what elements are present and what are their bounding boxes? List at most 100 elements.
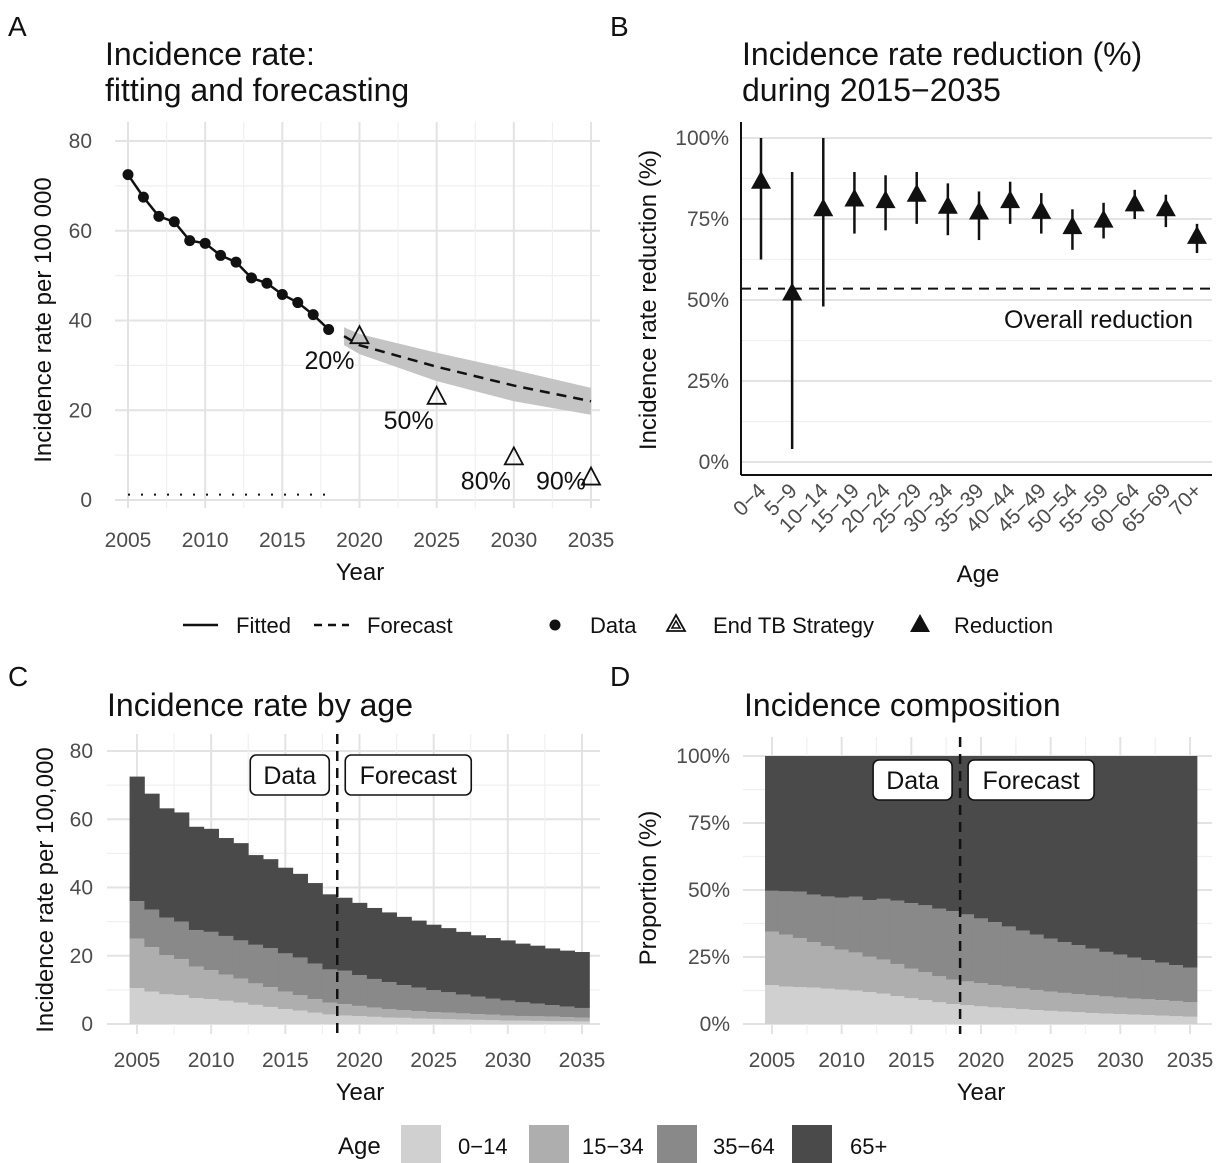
c-bar-segment	[470, 1019, 486, 1024]
legend-end-tb-triangle-icon	[665, 613, 687, 632]
panel-d-annotations: Data Forecast	[872, 759, 1095, 801]
panel-c-title: Incidence rate by age	[107, 687, 413, 723]
panel-a-x-tick-label: 2035	[568, 529, 615, 552]
panel-a-title-line-1: Incidence rate:	[105, 36, 315, 72]
c-bar-segment	[396, 916, 412, 986]
reduction-marker	[844, 188, 865, 207]
reduction-marker	[1187, 225, 1207, 244]
c-bar-segment	[574, 1021, 590, 1024]
d-y-tick-label: 0%	[700, 1013, 730, 1036]
d-bar-segment	[806, 756, 822, 895]
panel-b: B Incidence rate reduction (%) during 20…	[610, 11, 1212, 588]
c-bar-segment	[559, 1017, 575, 1022]
c-bar-segment	[277, 1008, 294, 1024]
d-data-label: Data	[886, 767, 939, 795]
d-x-tick-label: 2030	[1097, 1049, 1144, 1072]
d-bar-segment	[960, 1005, 975, 1024]
c-bar-segment	[144, 947, 160, 992]
d-bar-segment	[1085, 995, 1100, 1014]
c-bar-segment	[248, 983, 264, 1005]
c-bar-segment	[455, 931, 472, 995]
d-bar-segment	[1127, 1014, 1142, 1024]
reduction-marker	[969, 201, 989, 220]
d-bar-segment	[1043, 756, 1059, 939]
end-tb-target-marker	[349, 324, 370, 345]
panel-b-y-axis-title: Incidence rate reduction (%)	[635, 150, 662, 450]
legend-age-swatch-1	[401, 1125, 441, 1163]
c-bar-segment	[426, 924, 442, 991]
c-x-tick-label: 2020	[336, 1049, 383, 1072]
c-bar-segment	[307, 883, 323, 964]
c-bar-segment	[500, 1015, 516, 1021]
end-tb-target-label: 50%	[384, 407, 434, 435]
c-bar-segment	[411, 920, 427, 988]
d-bar-segment	[876, 993, 891, 1024]
c-bar-segment	[307, 1012, 323, 1024]
d-bar-segment	[834, 897, 850, 950]
d-x-tick-label: 2035	[1167, 1049, 1214, 1072]
d-bar-segment	[820, 988, 836, 1024]
reduction-marker	[1155, 198, 1176, 217]
c-bar-segment	[129, 901, 145, 939]
panel-b-y-tick-label: 25%	[687, 370, 729, 393]
legend-top: Fitted Forecast Data End TB Strategy Red…	[183, 613, 1053, 638]
d-forecast-label-box	[967, 759, 1095, 801]
c-bar-segment	[174, 921, 190, 960]
c-bar-segment	[218, 1000, 234, 1024]
d-bar-segment	[765, 985, 780, 1024]
d-bar-segment	[834, 756, 850, 898]
panel-a-letter: A	[8, 11, 27, 42]
d-bar-segment	[974, 918, 989, 984]
c-bar-segment	[307, 999, 323, 1013]
c-bar-segment	[203, 931, 219, 971]
panel-c-plot-area	[129, 734, 590, 1034]
panel-a-x-axis-title: Year	[336, 559, 385, 586]
c-bar-segment	[144, 793, 160, 910]
d-bar-segment	[1113, 756, 1128, 955]
reduction-marker	[1124, 193, 1145, 212]
c-bar-segment	[322, 1014, 338, 1024]
d-bar-segment	[1169, 1000, 1184, 1017]
d-bar-segment	[1085, 948, 1100, 996]
end-tb-target-marker	[503, 445, 525, 466]
data-point	[168, 216, 180, 228]
d-bar-segment	[890, 996, 905, 1024]
d-bar-segment	[792, 938, 808, 988]
d-bar-segment	[1183, 1016, 1198, 1024]
c-bar-segment	[337, 1004, 353, 1016]
c-bar-segment	[366, 1007, 383, 1017]
d-bar-segment	[834, 949, 850, 990]
panel-d-y-axis-title: Proportion (%)	[635, 811, 662, 966]
c-bar-segment	[174, 959, 190, 995]
c-forecast-label: Forecast	[360, 762, 457, 790]
c-bar-segment	[530, 1020, 546, 1024]
d-bar-segment	[1141, 960, 1156, 1000]
c-bar-segment	[352, 1016, 368, 1024]
d-bar-segment	[820, 896, 836, 947]
panel-a-x-tick-label: 2025	[413, 529, 460, 552]
c-bar-segment	[381, 1017, 397, 1024]
d-bar-segment	[1029, 934, 1045, 990]
d-bar-segment	[1043, 991, 1059, 1011]
c-bar-segment	[337, 897, 353, 971]
d-bar-segment	[1113, 954, 1128, 998]
reduction-marker	[875, 190, 896, 209]
d-bar-segment	[1099, 996, 1114, 1014]
panel-a: A Incidence rate: fitting and forecastin…	[8, 11, 614, 586]
d-x-tick-label: 2015	[888, 1049, 935, 1072]
panel-d-plot-area	[765, 737, 1198, 1034]
c-bar-segment	[159, 917, 175, 956]
panel-b-title-line-2: during 2015−2035	[742, 72, 1001, 108]
d-bar-segment	[918, 905, 933, 973]
panel-a-y-ticks: 0 20 40 60 80	[69, 130, 92, 512]
panel-c-annotations: Data Forecast	[249, 754, 473, 796]
panel-b-title-line-1: Incidence rate reduction (%)	[742, 36, 1142, 72]
c-bar-segment	[515, 1020, 531, 1024]
end-tb-target-label: 20%	[304, 347, 354, 375]
c-bar-segment	[366, 907, 383, 979]
c-bar-segment	[322, 969, 338, 1003]
c-bar-segment	[396, 985, 412, 1011]
d-bar-segment	[806, 894, 822, 942]
d-x-tick-label: 2010	[818, 1049, 865, 1072]
